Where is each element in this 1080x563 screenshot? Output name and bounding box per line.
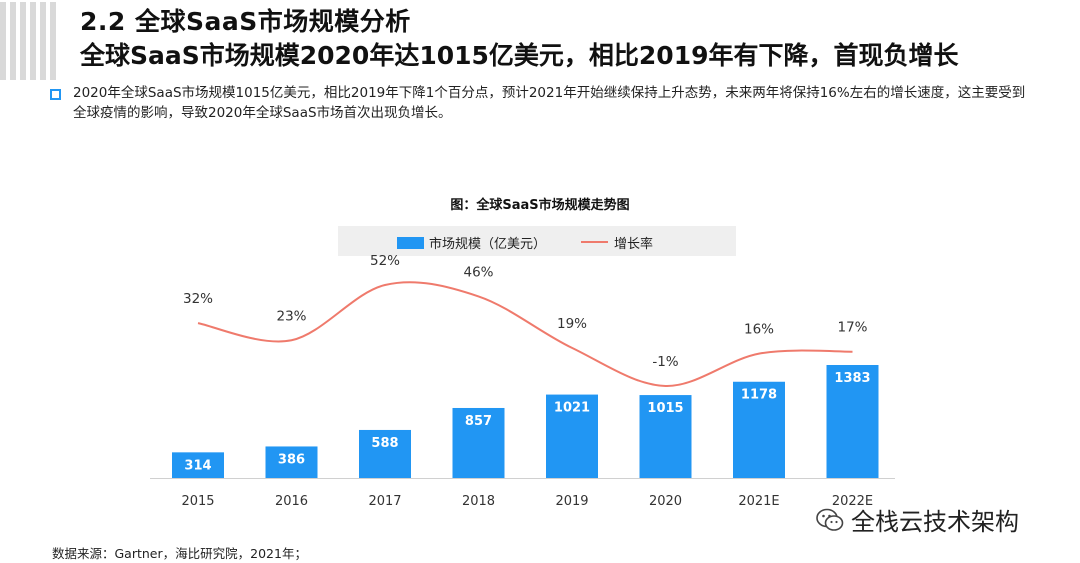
growth-label-2022E: 17%: [837, 320, 867, 336]
bar-label-2022E: 1383: [834, 371, 870, 386]
bar-label-2021E: 1178: [741, 388, 777, 403]
wechat-icon: [816, 508, 844, 531]
bar-label-2015: 314: [184, 458, 211, 473]
growth-rate-line: [197, 281, 853, 388]
growth-label-2021E: 16%: [744, 322, 774, 338]
decorative-stripes: [0, 2, 60, 80]
bar-2021E: [733, 381, 785, 478]
growth-label-2017: 52%: [370, 253, 400, 269]
bar-2016: [265, 446, 318, 478]
x-tick-2018: 2018: [462, 494, 495, 509]
bar-label-2016: 386: [278, 452, 305, 467]
bar-label-2018: 857: [465, 414, 492, 429]
x-tick-2015: 2015: [181, 494, 214, 509]
bar-2017: [359, 429, 411, 478]
growth-label-2016: 23%: [276, 308, 306, 324]
bar-2020: [639, 395, 692, 478]
growth-label-2019: 19%: [557, 316, 587, 332]
section-title: 2.2 全球SaaS市场规模分析: [80, 7, 411, 36]
bar-2022E: [826, 365, 879, 478]
chart-title: 图：全球SaaS市场规模走势图: [450, 198, 630, 213]
x-tick-2017: 2017: [368, 494, 401, 509]
x-tick-2022E: 2022E: [832, 494, 873, 509]
growth-label-2020: -1%: [652, 354, 678, 370]
legend-bar-label: 市场规模（亿美元）: [429, 237, 547, 252]
bar-label-2020: 1015: [647, 401, 683, 416]
bar-label-2019: 1021: [554, 401, 590, 416]
growth-label-2018: 46%: [463, 264, 493, 280]
bar-label-2017: 588: [371, 436, 398, 451]
summary-text: 2020年全球SaaS市场规模1015亿美元，相比2019年下降1个百分点，预计…: [73, 85, 1026, 121]
account-watermark: 全栈云技术架构: [815, 502, 1019, 537]
watermark-text: 全栈云技术架构: [851, 508, 1019, 536]
x-tick-2019: 2019: [555, 494, 588, 509]
x-tick-2020: 2020: [649, 494, 682, 509]
legend-line-swatch: [581, 241, 608, 243]
page-headline: 全球SaaS市场规模2020年达1015亿美元，相比2019年有下降，首现负增长: [80, 41, 959, 70]
bullet-square-icon: [50, 89, 61, 100]
bar-2018: [452, 407, 505, 478]
x-tick-2021E: 2021E: [738, 494, 779, 509]
bar-2015: [172, 452, 224, 478]
legend-bar-swatch: [397, 237, 424, 249]
legend-line-label: 增长率: [614, 237, 654, 252]
growth-label-2015: 32%: [183, 291, 213, 307]
x-tick-2016: 2016: [275, 494, 308, 509]
data-source: 数据来源：Gartner，海比研究院，2021年；: [52, 546, 307, 561]
bar-2019: [546, 394, 598, 478]
